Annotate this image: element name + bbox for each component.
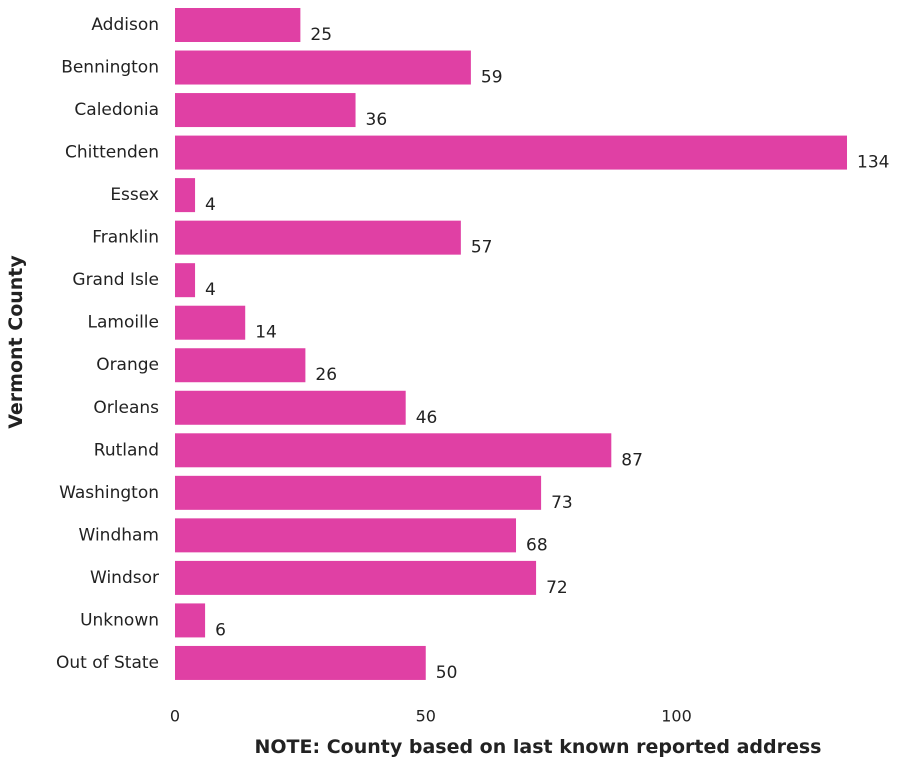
- category-label: Caledonia: [74, 100, 159, 120]
- bar: [175, 603, 206, 638]
- category-label: Orleans: [93, 398, 159, 418]
- value-label: 4: [205, 195, 216, 215]
- bar: [175, 93, 356, 128]
- bar: [175, 220, 461, 255]
- category-label: Lamoille: [88, 313, 159, 333]
- x-tick-label: 50: [416, 707, 436, 726]
- category-label: Windsor: [90, 568, 159, 588]
- category-label: Unknown: [80, 610, 159, 630]
- category-label: Orange: [96, 355, 159, 375]
- bars-group: [175, 8, 848, 680]
- y-axis-title: Vermont County: [5, 255, 27, 429]
- value-label: 36: [366, 110, 388, 130]
- value-label: 6: [215, 620, 226, 640]
- value-label: 59: [481, 68, 503, 88]
- x-tick-label: 100: [661, 707, 692, 726]
- value-label: 57: [471, 238, 493, 258]
- category-label: Bennington: [61, 58, 159, 78]
- bar: [175, 263, 196, 298]
- value-label: 134: [857, 153, 889, 173]
- value-labels-group: 25 59 36 134 4 57 4 14 26 46 87 73 68 72 6 50: [205, 25, 889, 683]
- x-axis-title: NOTE: County based on last known reporte…: [255, 736, 822, 758]
- x-tick-labels-group: 0 50 100: [170, 707, 692, 726]
- value-label: 25: [310, 25, 332, 45]
- category-label: Franklin: [92, 228, 159, 248]
- bar: [175, 390, 406, 425]
- value-label: 14: [255, 323, 277, 343]
- bar: [175, 560, 537, 595]
- bar: [175, 305, 246, 340]
- category-label: Chittenden: [65, 143, 159, 163]
- category-label: Windham: [79, 525, 159, 545]
- category-label: Rutland: [94, 440, 159, 460]
- value-label: 73: [551, 493, 573, 513]
- value-label: 4: [205, 280, 216, 300]
- category-label: Essex: [110, 185, 159, 205]
- value-label: 72: [546, 578, 568, 598]
- bar: [175, 50, 471, 85]
- bar: [175, 135, 848, 170]
- category-label: Addison: [91, 15, 159, 35]
- category-label: Washington: [59, 483, 159, 503]
- bar: [175, 475, 542, 510]
- bar: [175, 645, 426, 680]
- value-label: 50: [436, 663, 458, 683]
- bar: [175, 178, 196, 213]
- category-label: Out of State: [56, 653, 159, 673]
- x-tick-label: 0: [170, 707, 180, 726]
- value-label: 46: [416, 408, 438, 428]
- value-label: 68: [526, 535, 548, 555]
- category-label: Grand Isle: [72, 270, 159, 290]
- bar: [175, 8, 301, 42]
- category-labels-group: Addison Bennington Caledonia Chittenden Esse…: [56, 15, 159, 673]
- value-label: 87: [621, 450, 643, 470]
- value-label: 26: [315, 365, 337, 385]
- bar: [175, 433, 612, 468]
- bar: [175, 348, 306, 383]
- bar: [175, 518, 517, 553]
